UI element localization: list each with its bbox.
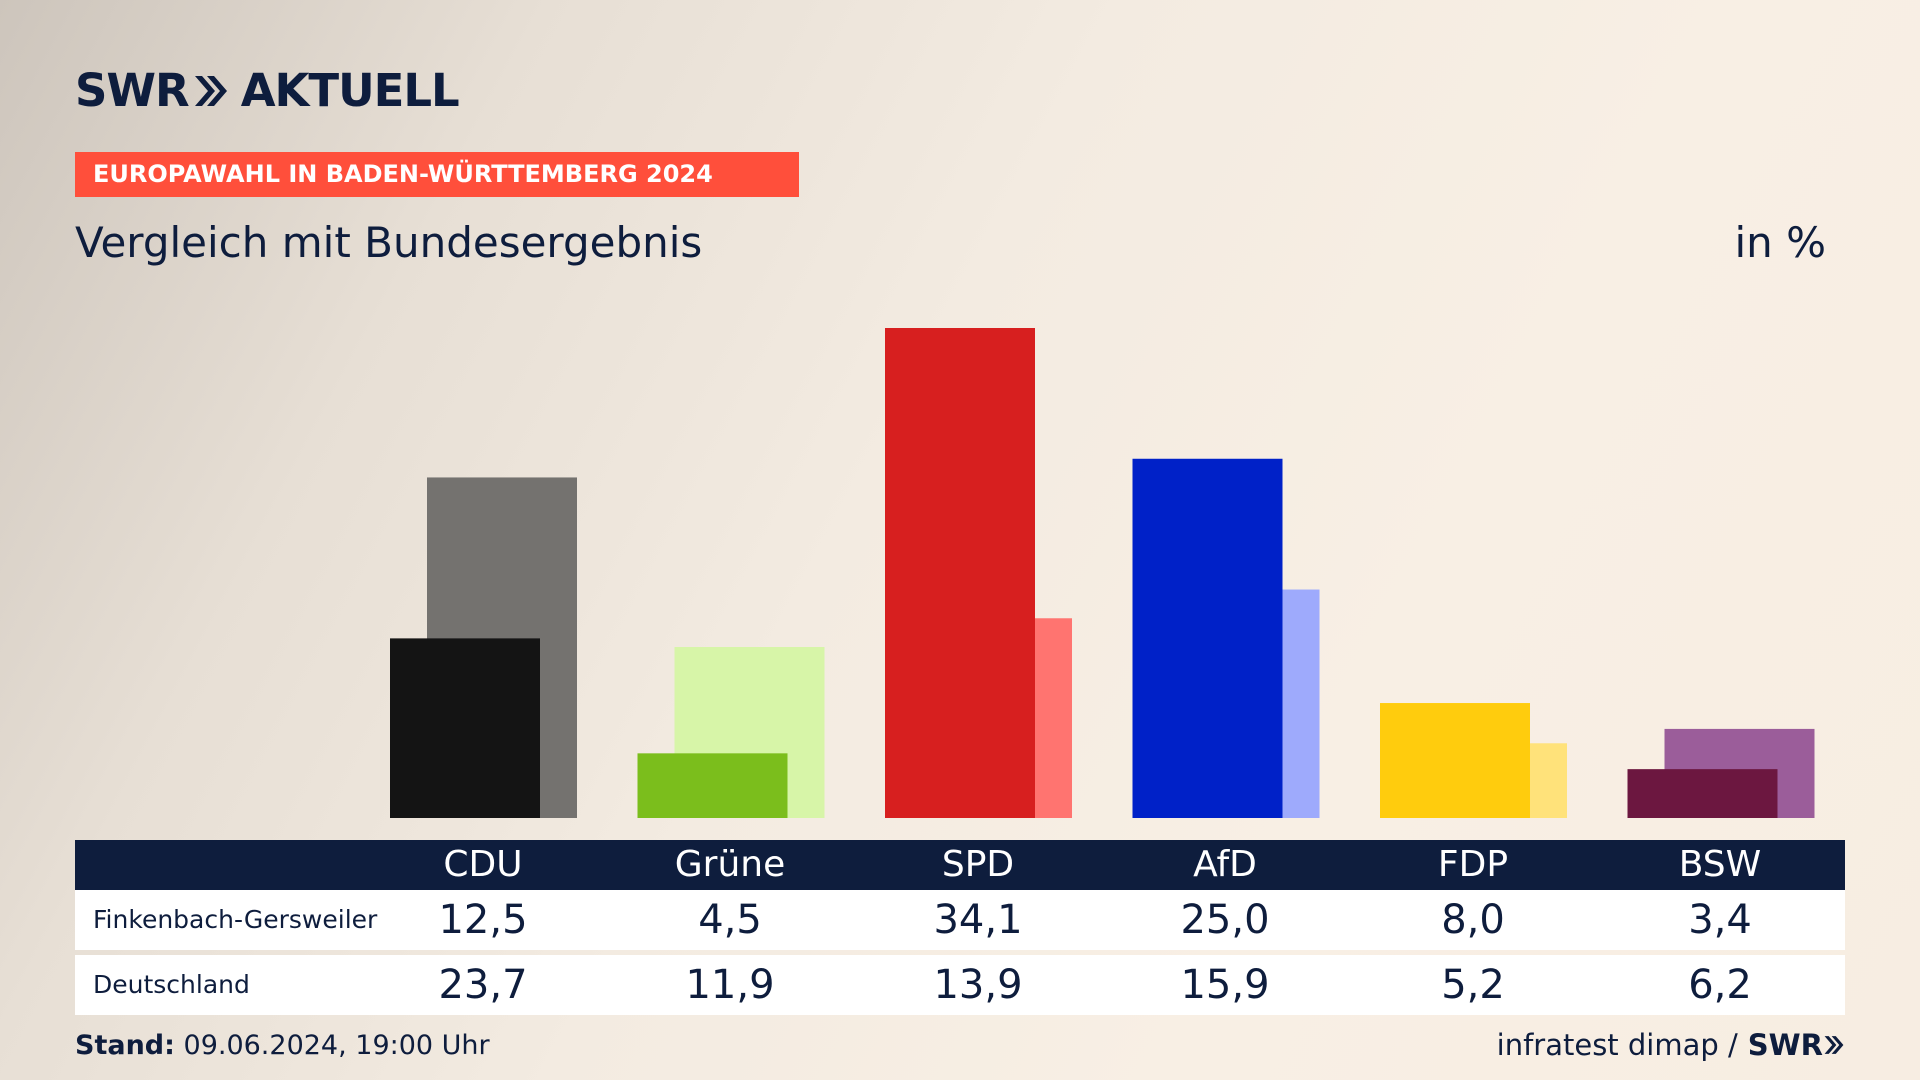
row-label: Deutschland	[93, 970, 250, 999]
table-cell: 23,7	[438, 962, 528, 1008]
table-cell: 12,5	[438, 897, 528, 943]
row-label: Finkenbach-Gersweiler	[93, 905, 378, 934]
double-chevron-icon	[193, 74, 229, 108]
source-text: infratest dimap /	[1496, 1028, 1738, 1062]
unit-label: in %	[1734, 218, 1826, 267]
swr-aktuell-logo: SWR AKTUELL	[75, 64, 460, 117]
source-swr-logo: SWR	[1748, 1028, 1845, 1062]
table-cell: 11,9	[685, 962, 775, 1008]
results-table: CDU Grüne SPD AfD FDP BSW Finkenbach-Gersweil…	[75, 840, 1845, 1015]
bar-finkenbach-cdu	[390, 638, 540, 818]
bar-finkenbach-afd	[1132, 458, 1283, 818]
table-cell: 15,9	[1180, 962, 1270, 1008]
table-row: Finkenbach-Gersweiler 12,5 4,5 34,1 25,0 8,0 3…	[75, 890, 1845, 950]
table-row: Deutschland 23,7 11,9 13,9 15,9 5,2 6,2	[75, 955, 1845, 1015]
bar-finkenbach-bsw	[1627, 769, 1778, 818]
column-header-bsw: BSW	[1678, 844, 1762, 885]
logo-swr-text: SWR	[75, 64, 190, 117]
table-cell: 5,2	[1441, 962, 1505, 1008]
table-header: CDU Grüne SPD AfD FDP BSW	[75, 840, 1845, 890]
source-swr-text: SWR	[1747, 1028, 1823, 1062]
table-cell: 25,0	[1180, 897, 1270, 943]
column-header-afd: AfD	[1193, 844, 1257, 885]
bar-finkenbach-spd	[885, 328, 1035, 818]
table-cell: 34,1	[933, 897, 1023, 943]
column-header-cdu: CDU	[443, 844, 523, 885]
logo-aktuell-text: AKTUELL	[240, 64, 460, 117]
double-chevron-icon	[1824, 1036, 1844, 1054]
table-cell: 4,5	[698, 897, 762, 943]
bar-chart	[390, 328, 1815, 818]
stand-value: 09.06.2024, 19:00 Uhr	[183, 1030, 490, 1061]
stand-info: Stand: 09.06.2024, 19:00 Uhr	[75, 1030, 490, 1061]
table-cell: 3,4	[1688, 897, 1752, 943]
chart-subtitle: Vergleich mit Bundesergebnis	[75, 218, 703, 267]
column-header-fdp: FDP	[1437, 844, 1509, 885]
bar-finkenbach-fdp	[1380, 703, 1530, 818]
stand-label: Stand:	[75, 1030, 175, 1061]
bar-finkenbach-grüne	[637, 753, 788, 818]
table-cell: 6,2	[1688, 962, 1752, 1008]
column-header-spd: SPD	[941, 844, 1015, 885]
table-cell: 13,9	[933, 962, 1023, 1008]
source-info: infratest dimap / SWR	[1497, 1028, 1845, 1062]
table-cell: 8,0	[1441, 897, 1505, 943]
column-header-grüne: Grüne	[674, 844, 786, 885]
election-banner: EUROPAWAHL IN BADEN-WÜRTTEMBERG 2024	[75, 152, 799, 197]
